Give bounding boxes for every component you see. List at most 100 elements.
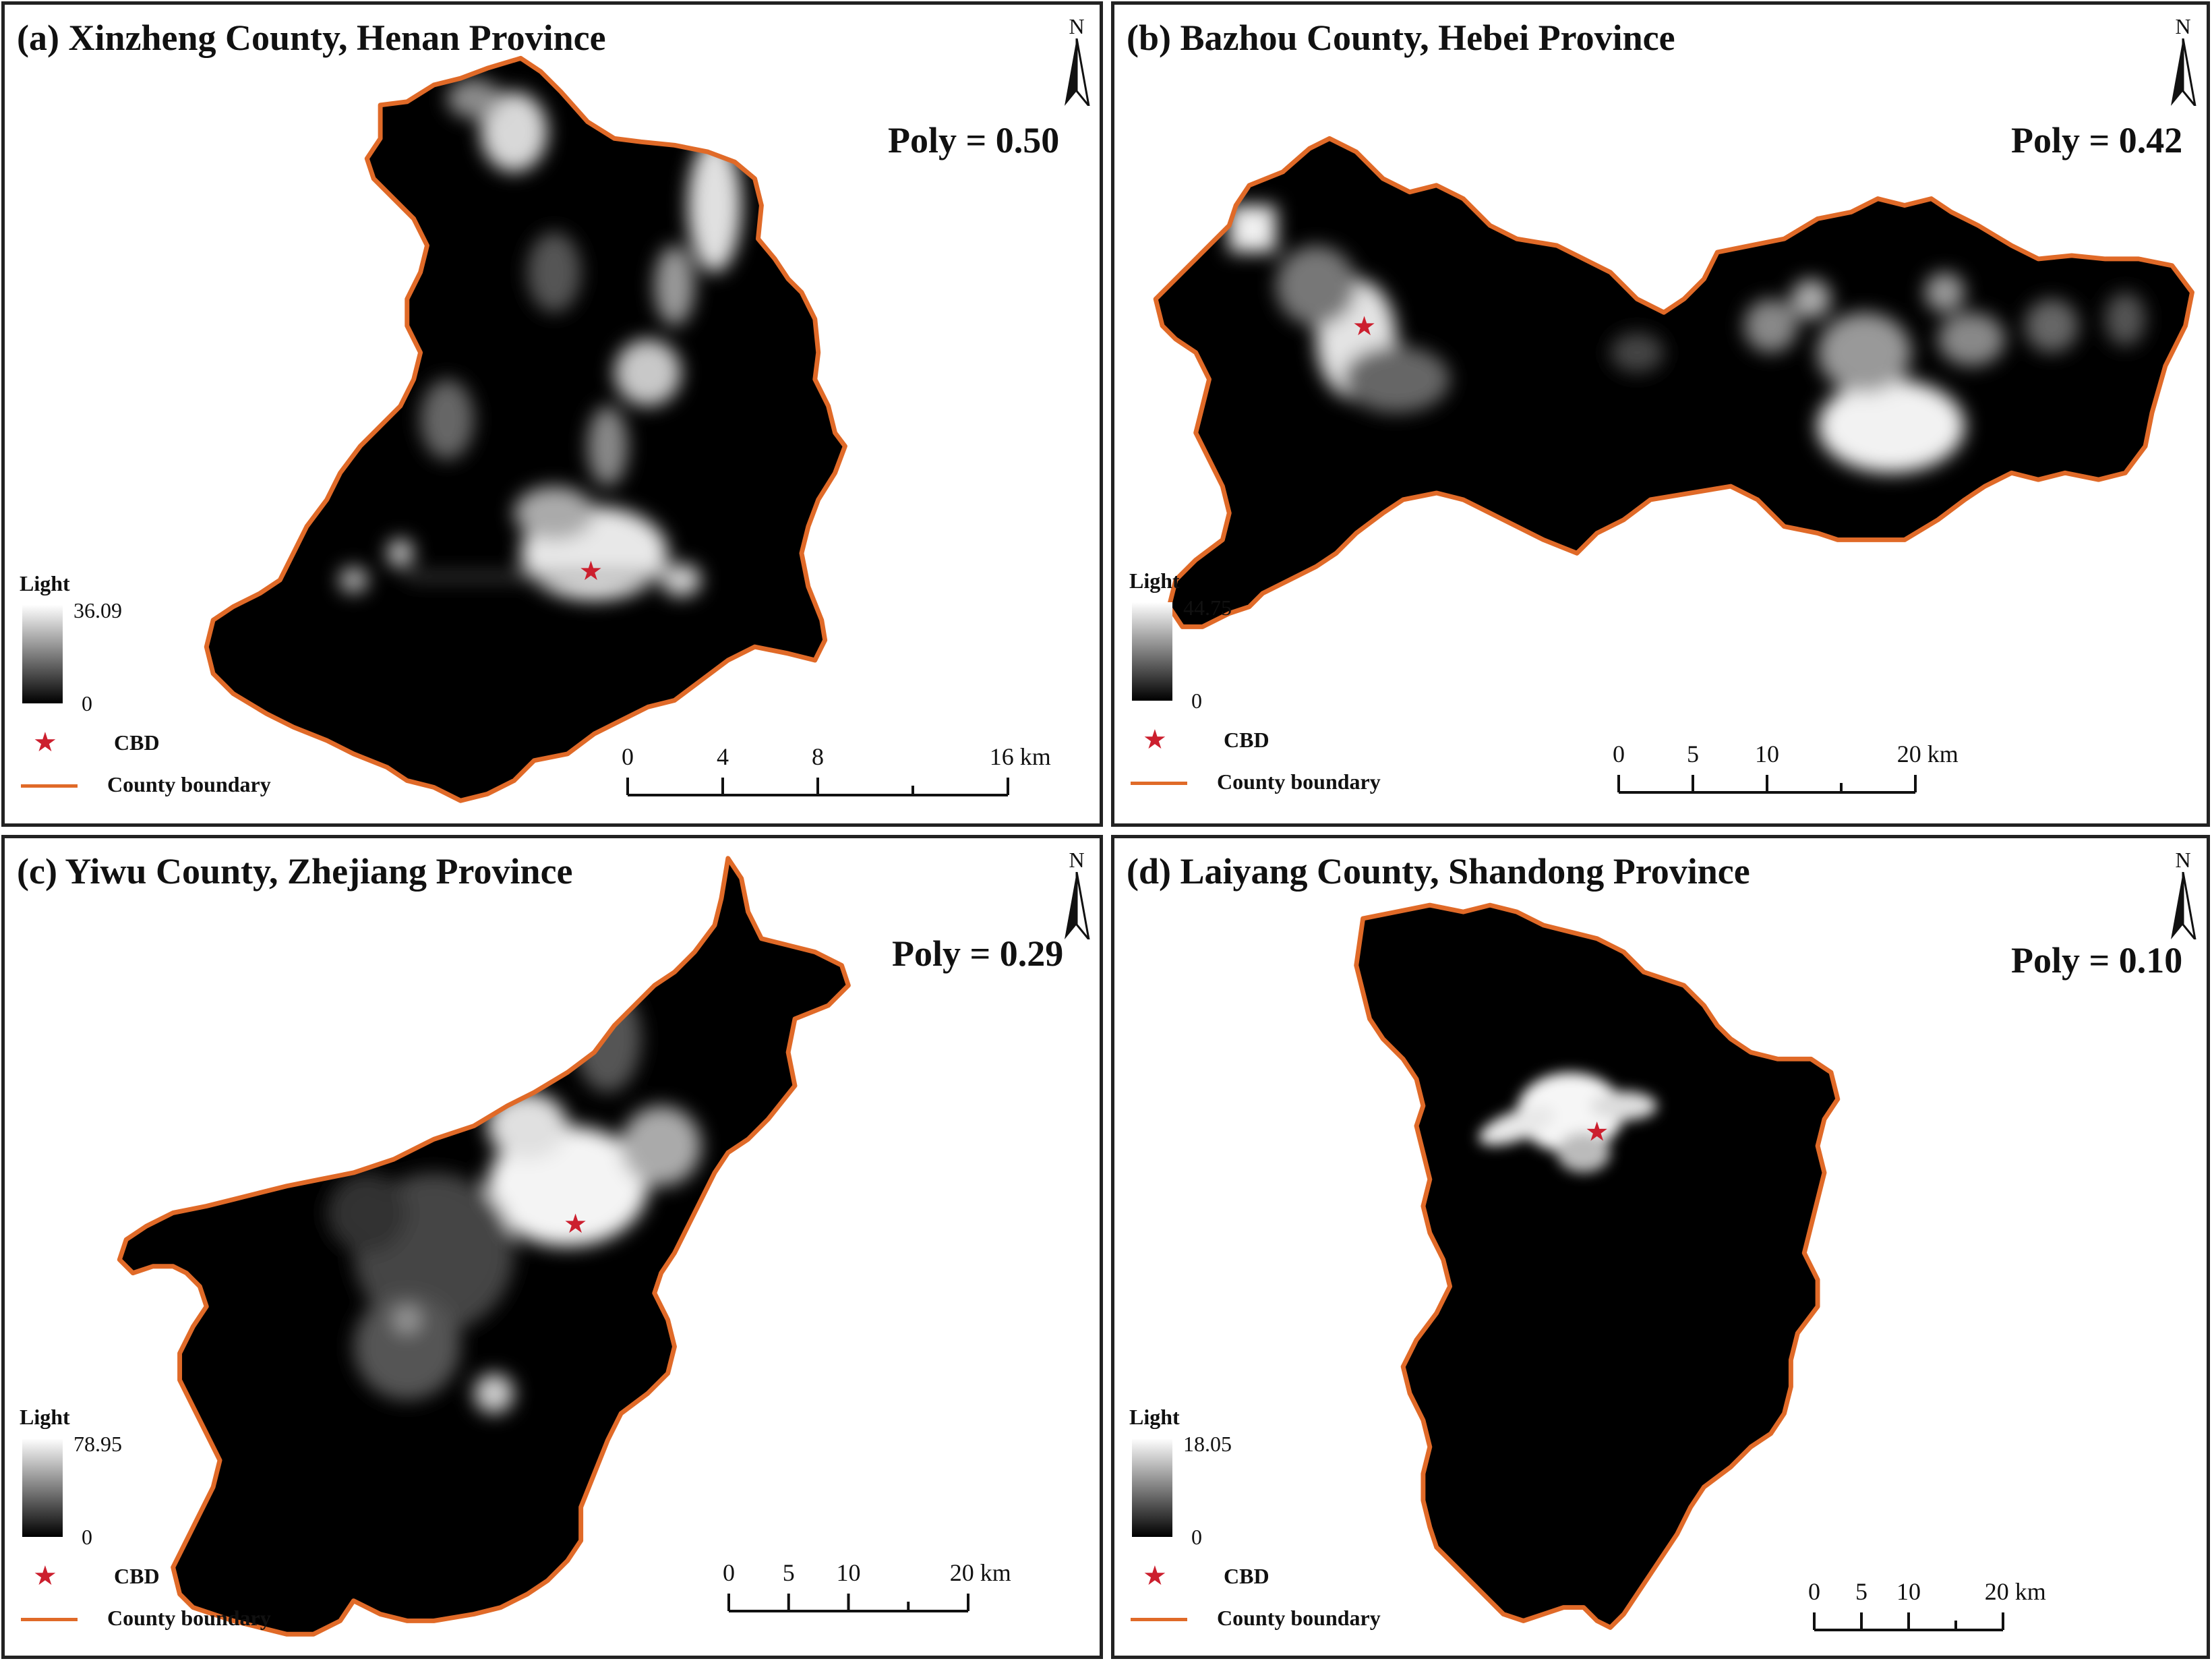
cbd-marker: ★ [564, 1209, 588, 1239]
star-icon: ★ [33, 1561, 57, 1591]
legend-cbd: ★ CBD [1129, 1561, 1466, 1591]
poly-value: Poly = 0.50 [888, 120, 1060, 161]
scale-tick-label: 5 [1855, 1578, 1867, 1605]
scale-bar-graphic [727, 1594, 969, 1612]
north-label: N [1069, 14, 1085, 38]
map-canvas: ★ [1354, 902, 1841, 1630]
panel-title: (b) Bazhou County, Hebei Province [1127, 18, 1675, 58]
map-canvas: ★ [204, 55, 847, 803]
night-light-layer [338, 78, 742, 600]
light-color-ramp [22, 1438, 63, 1537]
scale-tick-label: 16 km [989, 743, 1051, 770]
scale-tick-label: 4 [717, 743, 729, 770]
north-arrow: N [1056, 848, 1097, 939]
legend-boundary-label: County boundary [107, 1606, 271, 1630]
legend-min-value: 0 [1191, 689, 1202, 713]
scale-bar-graphic [1617, 775, 1917, 794]
north-label: N [2175, 14, 2191, 38]
north-arrow-icon [2171, 38, 2196, 106]
legend: Light 44.75 0 ★ CBD County boundary [1129, 569, 1381, 794]
scale-bar: 0 5 10 20 km [722, 1558, 1059, 1626]
scale-tick-label: 5 [1687, 740, 1699, 767]
map-panel-xinzheng: ★ (a) Xinzheng County, Henan Province Po… [1, 1, 1103, 827]
scale-tick-label: 5 [782, 1559, 795, 1586]
legend-boundary-label: County boundary [1217, 1606, 1381, 1630]
legend: Light 78.95 0 ★ CBD County boundary [20, 1405, 271, 1630]
star-icon: ★ [1143, 1561, 1167, 1591]
legend-max-value: 44.75 [1183, 595, 1232, 620]
legend-boundary: County boundary [1129, 1604, 1534, 1634]
legend-boundary: County boundary [20, 1604, 424, 1634]
scale-tick-label: 20 km [1896, 740, 1959, 767]
scale-tick-label: 0 [1808, 1578, 1820, 1605]
legend-title: Light [20, 571, 70, 595]
scale-tick-label: 10 [836, 1559, 861, 1586]
panel-title: (c) Yiwu County, Zhejiang Province [17, 851, 573, 892]
north-arrow-icon [1065, 872, 1090, 939]
county-boundary-line [1354, 902, 1841, 1630]
light-color-ramp [22, 605, 63, 703]
star-icon: ★ [1143, 724, 1167, 755]
light-color-ramp [1132, 1438, 1172, 1537]
map-panel-bazhou: ★ (b) Bazhou County, Hebei Province Poly… [1111, 1, 2210, 827]
map-canvas: ★ [1153, 136, 2194, 629]
legend-cbd-label: CBD [1224, 728, 1269, 752]
legend-title: Light [20, 1405, 70, 1429]
night-light-layer [1478, 1072, 1721, 1534]
county-shape [1156, 138, 2192, 627]
scale-bar: 0 4 8 16 km [621, 742, 1093, 810]
scale-tick-label: 10 [1896, 1578, 1921, 1605]
scale-tick-label: 20 km [949, 1559, 1011, 1586]
light-color-ramp [1132, 602, 1172, 701]
legend-cbd: ★ CBD [20, 728, 357, 757]
poly-value: Poly = 0.42 [2011, 120, 2183, 161]
boundary-line-swatch [1131, 1618, 1187, 1621]
legend-cbd: ★ CBD [1129, 725, 1466, 755]
north-arrow: N [2163, 848, 2203, 939]
legend-boundary: County boundary [1129, 768, 1534, 798]
scale-bar: 0 5 10 20 km [1807, 1577, 2091, 1645]
legend-cbd: ★ CBD [20, 1561, 357, 1591]
scale-tick-label: 0 [723, 1559, 735, 1586]
scale-tick-label: 0 [622, 743, 634, 770]
cbd-marker: ★ [1585, 1117, 1609, 1146]
scale-bar: 0 5 10 20 km [1612, 740, 2084, 807]
legend-max-value: 18.05 [1183, 1432, 1232, 1456]
star-icon: ★ [33, 727, 57, 757]
legend-cbd-label: CBD [1224, 1564, 1269, 1588]
boundary-line-swatch [1131, 782, 1187, 785]
scale-bar-graphic [1813, 1612, 2004, 1631]
legend-boundary: County boundary [20, 771, 424, 800]
legend-title: Light [1129, 569, 1180, 593]
legend-min-value: 0 [82, 1525, 92, 1549]
county-boundary-line [204, 55, 847, 803]
legend-boundary-label: County boundary [107, 772, 271, 796]
night-light-layer [1229, 205, 2146, 473]
legend-min-value: 0 [1191, 1525, 1202, 1549]
scale-tick-label: 0 [1613, 740, 1625, 767]
legend: Light 36.09 0 ★ CBD County boundary [20, 571, 271, 796]
scale-tick-label: 20 km [1984, 1578, 2046, 1605]
boundary-line-swatch [21, 784, 78, 788]
cbd-marker: ★ [579, 556, 603, 586]
legend: Light 18.05 0 ★ CBD County boundary [1129, 1405, 1381, 1630]
north-arrow: N [1056, 14, 1097, 106]
cbd-marker: ★ [1352, 312, 1377, 341]
county-boundary-line [117, 856, 851, 1637]
legend-title: Light [1129, 1405, 1180, 1429]
county-boundary-line [1153, 136, 2194, 629]
county-shape [206, 58, 845, 801]
legend-cbd-label: CBD [114, 1564, 160, 1588]
north-label: N [2175, 848, 2191, 872]
legend-boundary-label: County boundary [1217, 769, 1381, 794]
scale-tick-label: 10 [1755, 740, 1779, 767]
panel-title: (d) Laiyang County, Shandong Province [1127, 851, 1750, 892]
county-shape [1356, 905, 1838, 1628]
legend-max-value: 36.09 [73, 598, 122, 622]
scale-tick-label: 8 [812, 743, 824, 770]
map-panel-yiwu: ★ (c) Yiwu County, Zhejiang Province Pol… [1, 835, 1103, 1659]
legend-min-value: 0 [82, 691, 92, 716]
map-panel-laiyang: ★ (d) Laiyang County, Shandong Province … [1111, 835, 2210, 1659]
boundary-line-swatch [21, 1618, 78, 1621]
scale-bar-graphic [626, 778, 1009, 796]
